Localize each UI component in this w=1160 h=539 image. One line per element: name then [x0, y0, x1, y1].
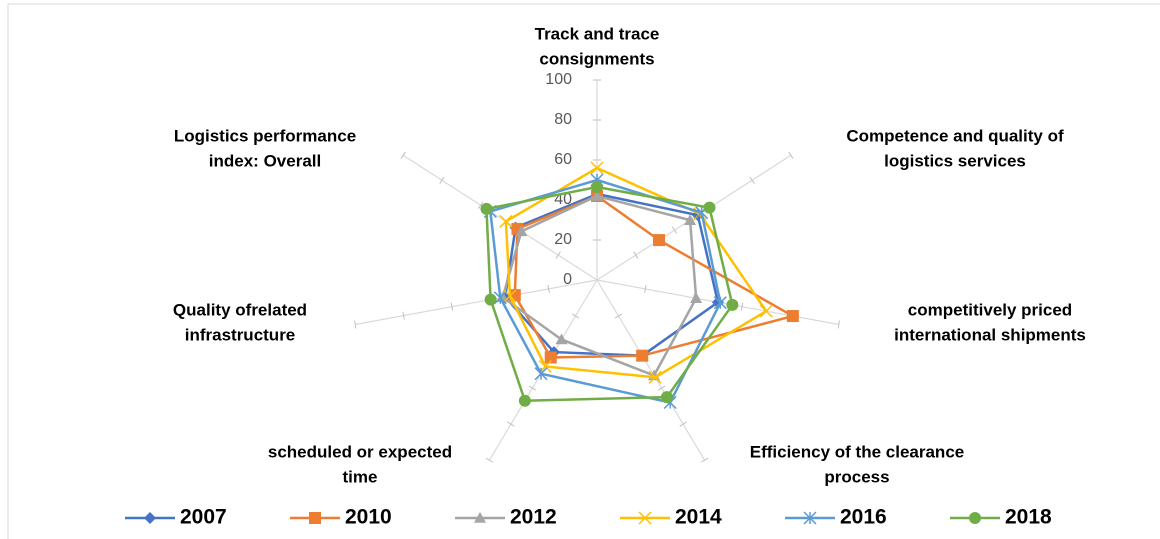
legend-label: 2012	[510, 506, 557, 529]
category-label: Logistics performance	[174, 126, 356, 145]
series-line	[513, 194, 797, 359]
category-label: scheduled or expected	[268, 442, 452, 461]
category-label: consignments	[539, 49, 654, 68]
tick-mark	[749, 176, 755, 184]
axis-line	[355, 279, 598, 326]
marker	[726, 298, 739, 311]
marker	[713, 296, 727, 310]
tick-mark	[700, 457, 709, 463]
marker	[590, 161, 604, 175]
category-label: Competence and quality of	[846, 126, 1064, 145]
tick-label: 80	[554, 111, 572, 128]
marker	[684, 214, 697, 225]
category-label: index: Overall	[209, 151, 321, 170]
marker	[690, 292, 703, 304]
tick-label: 100	[545, 71, 572, 88]
category-label: competitively priced	[908, 300, 1072, 319]
marker	[515, 225, 528, 237]
tick-mark	[450, 302, 454, 311]
series-line	[485, 185, 734, 403]
category-label: process	[824, 467, 889, 486]
marker	[703, 201, 716, 214]
tick-label: 20	[554, 231, 572, 248]
marker	[638, 511, 652, 525]
axis-line	[488, 279, 598, 461]
marker	[591, 190, 603, 201]
marker	[309, 512, 321, 524]
marker	[144, 512, 156, 524]
tick-mark	[400, 151, 406, 159]
tick-mark	[657, 385, 666, 391]
marker	[474, 512, 486, 523]
tick-label: 0	[563, 271, 572, 288]
tick-mark	[439, 176, 445, 184]
tick-mark	[633, 251, 639, 259]
category-label: Quality ofrelated	[173, 300, 307, 319]
axis-line	[596, 154, 792, 281]
series-line	[504, 166, 769, 379]
tick-mark	[679, 421, 687, 427]
marker	[759, 304, 773, 318]
tick-mark	[478, 201, 484, 209]
axis-line	[402, 154, 598, 281]
marker	[803, 511, 817, 525]
marker	[969, 512, 981, 524]
axis-line	[596, 279, 706, 461]
tick-mark	[354, 320, 357, 329]
tick-mark	[507, 421, 515, 427]
tick-mark	[614, 313, 623, 319]
marker	[534, 367, 548, 381]
marker	[591, 181, 603, 193]
category-label: infrastructure	[185, 325, 296, 344]
tick-mark	[402, 311, 405, 320]
tick-mark	[485, 457, 494, 463]
tick-mark	[740, 302, 744, 311]
marker	[653, 234, 666, 247]
legend-label: 2014	[675, 506, 722, 529]
marker	[544, 351, 557, 364]
category-label: logistics services	[884, 151, 1026, 170]
category-label: time	[343, 467, 378, 486]
tick-mark	[788, 151, 794, 159]
series-line	[488, 178, 722, 404]
tick-mark	[837, 320, 840, 329]
tick-mark	[571, 313, 580, 319]
series-line	[501, 194, 698, 378]
marker	[493, 291, 507, 305]
legend-label: 2010	[345, 506, 392, 529]
marker	[518, 394, 531, 407]
legend-label: 2007	[180, 506, 227, 529]
tick-mark	[528, 385, 537, 391]
marker	[555, 333, 568, 345]
category-label: Track and trace	[535, 24, 660, 43]
category-label: international shipments	[894, 325, 1086, 344]
marker	[648, 370, 662, 384]
tick-mark	[547, 284, 550, 293]
marker	[786, 310, 799, 323]
marker	[484, 293, 497, 306]
marker	[499, 214, 513, 228]
chart-border	[7, 3, 1160, 539]
tick-mark	[671, 226, 678, 234]
tick-mark	[644, 284, 647, 293]
legend-label: 2018	[1005, 506, 1052, 529]
marker	[480, 202, 493, 215]
marker	[660, 391, 673, 404]
category-label: Efficiency of the clearance	[750, 442, 964, 461]
tick-mark	[555, 251, 561, 259]
tick-label: 60	[554, 151, 572, 168]
marker	[636, 349, 649, 362]
legend-label: 2016	[840, 506, 887, 529]
